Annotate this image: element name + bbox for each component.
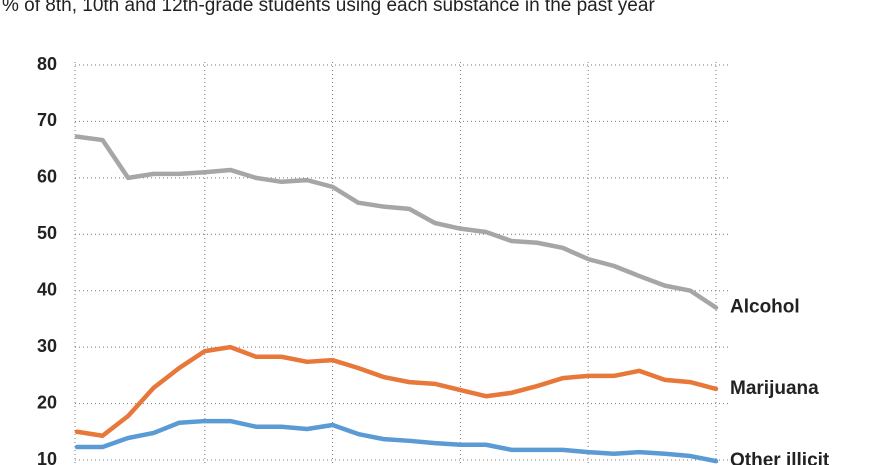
y-tick-label: 10 [37, 449, 57, 465]
series-line [74, 418, 719, 464]
y-tick-label: 20 [37, 392, 57, 412]
y-tick-label: 40 [37, 279, 57, 299]
series-label: Other illicit [730, 450, 830, 465]
series-line [74, 134, 719, 310]
chart-subtitle: % of 8th, 10th and 12th-grade students u… [2, 0, 655, 16]
series-label: Alcohol [730, 297, 800, 318]
series-label: Marijuana [730, 378, 819, 399]
series-line [74, 344, 719, 438]
y-tick-label: 60 [37, 167, 57, 187]
y-tick-label: 50 [37, 223, 57, 243]
y-tick-label: 70 [37, 110, 57, 130]
y-tick-label: 30 [37, 336, 57, 356]
y-tick-label: 80 [37, 54, 57, 74]
